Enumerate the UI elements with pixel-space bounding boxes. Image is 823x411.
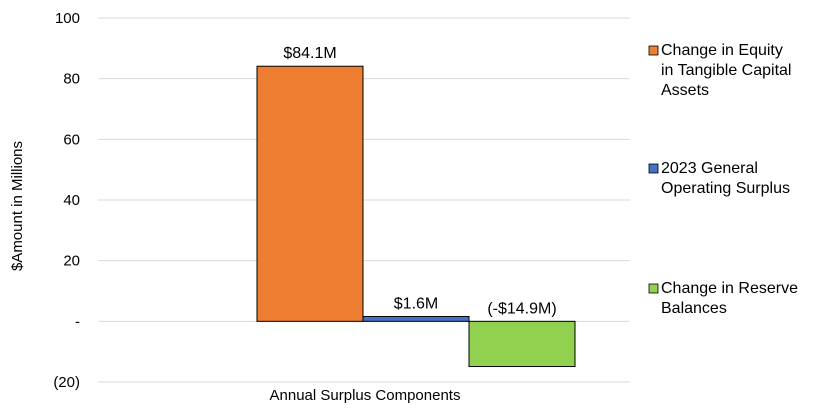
y-tick-label: 40 <box>63 192 80 209</box>
legend-label: Balances <box>661 300 727 317</box>
y-tick-label: 100 <box>55 10 80 27</box>
data-label: $84.1M <box>283 45 336 62</box>
data-label: (-$14.9M) <box>487 300 556 317</box>
legend-swatch <box>648 283 659 294</box>
y-tick-label: 20 <box>63 253 80 270</box>
data-label: $1.6M <box>394 295 438 312</box>
legend-label: 2023 General <box>661 160 758 177</box>
y-tick-label: - <box>75 313 80 330</box>
bars <box>256 65 576 368</box>
y-tick-label: (20) <box>53 374 80 391</box>
bar-3 <box>468 320 576 368</box>
legend-label: Operating Surplus <box>661 180 790 197</box>
legend-swatch <box>648 163 659 174</box>
data-labels: $84.1M $1.6M (-$14.9M) <box>283 45 556 317</box>
legend: Change in Equity in Tangible Capital Asset… <box>648 42 798 317</box>
y-axis-ticks: 100 80 60 40 20 - (20) <box>53 10 80 391</box>
bar-1 <box>256 65 364 322</box>
bar-2 <box>362 315 470 322</box>
legend-label: Change in Equity <box>661 42 783 59</box>
legend-label: Assets <box>661 82 709 99</box>
x-axis-title: Annual Surplus Components <box>270 387 461 404</box>
y-axis-title: $Amount in Millions <box>9 141 26 271</box>
legend-swatch <box>648 45 659 56</box>
y-tick-label: 80 <box>63 71 80 88</box>
y-tick-label: 60 <box>63 131 80 148</box>
legend-label: Change in Reserve <box>661 280 798 297</box>
legend-label: in Tangible Capital <box>661 62 791 79</box>
